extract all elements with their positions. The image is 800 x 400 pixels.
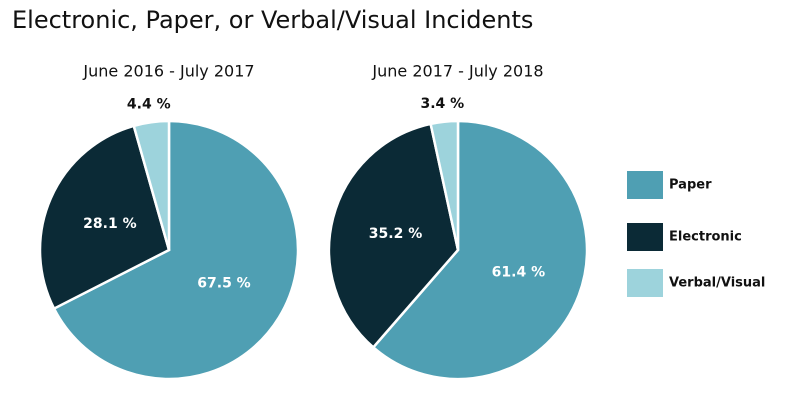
value-label: 67.5 % (197, 276, 250, 292)
value-label: 28.1 % (83, 216, 136, 232)
chart-title: Electronic, Paper, or Verbal/Visual Inci… (12, 6, 533, 34)
pie-slice (327, 122, 460, 350)
value-label: 3.4 % (420, 96, 464, 112)
value-label: 35.2 % (369, 226, 422, 242)
pie-slice (52, 119, 300, 381)
pie-slice (132, 119, 171, 251)
legend-swatch (627, 171, 663, 199)
value-label: 4.4 % (127, 96, 171, 112)
legend-label: Electronic (669, 230, 742, 245)
pie-title: June 2016 - July 2017 (82, 62, 254, 81)
pie-title: June 2017 - July 2018 (371, 62, 543, 81)
pie-slice (371, 119, 589, 381)
legend-label: Verbal/Visual (669, 276, 765, 291)
pie-slice (38, 124, 171, 311)
legend-label: Paper (669, 178, 712, 193)
legend-swatch (627, 223, 663, 251)
value-label: 61.4 % (492, 265, 545, 281)
pie-slice (429, 119, 460, 251)
legend-swatch (627, 269, 663, 297)
